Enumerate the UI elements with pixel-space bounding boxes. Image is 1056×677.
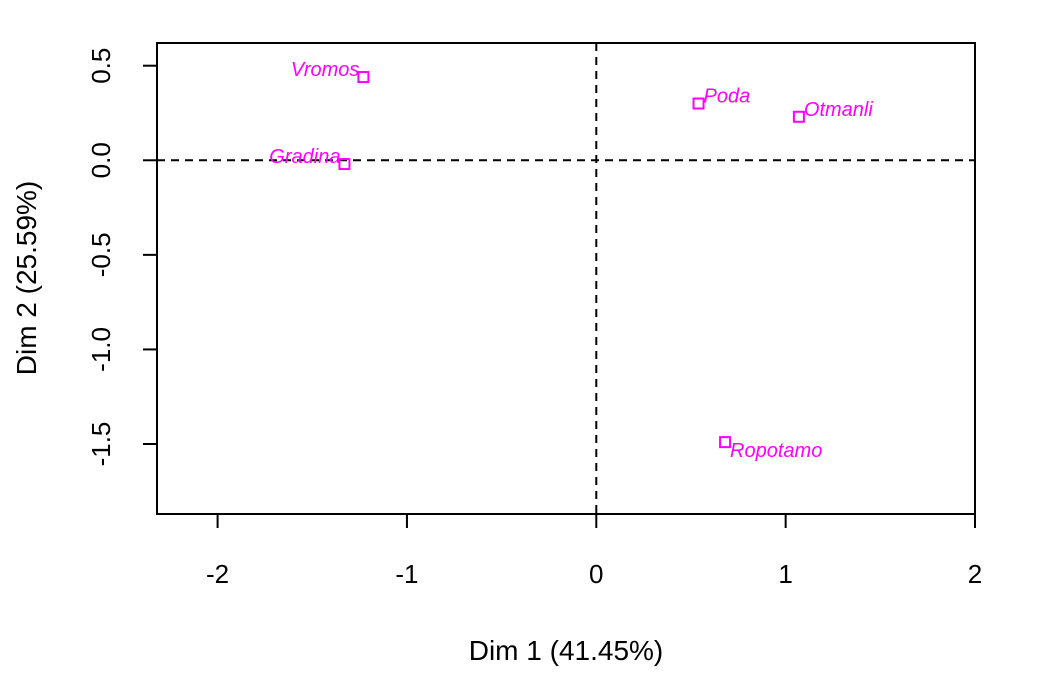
- y-tick-label: -1.0: [86, 327, 116, 372]
- y-axis: 0.5 0.0 -0.5 -1.0 -1.5: [86, 48, 158, 467]
- data-point: Poda: [692, 86, 751, 110]
- point-marker: [338, 158, 351, 171]
- point-label: Poda: [704, 86, 751, 108]
- y-tick-label: -0.5: [86, 232, 116, 277]
- point-label: Gradina: [269, 146, 340, 168]
- x-tick-label: 1: [778, 559, 792, 589]
- x-tick-label: 2: [968, 559, 982, 589]
- y-tick-label: 0.5: [86, 48, 116, 84]
- point-marker: [692, 97, 705, 110]
- point-marker: [792, 110, 805, 123]
- x-tick-label: -2: [206, 559, 229, 589]
- point-label: Vromos: [291, 59, 360, 81]
- data-point: Vromos: [291, 59, 370, 84]
- point-label: Ropotamo: [730, 440, 822, 462]
- data-point: Otmanli: [792, 99, 873, 123]
- data-point: Gradina: [269, 146, 351, 171]
- y-axis-title: Dim 2 (25.59%): [11, 181, 42, 376]
- data-points: Vromos Gradina Poda Otmanli Ropotamo: [269, 59, 873, 462]
- reference-lines: [157, 43, 975, 514]
- point-label: Otmanli: [804, 99, 873, 121]
- y-tick-label: -1.5: [86, 422, 116, 467]
- x-axis: -2 -1 0 1 2: [206, 513, 982, 589]
- x-tick-label: -1: [395, 559, 418, 589]
- x-axis-title: Dim 1 (41.45%): [469, 635, 664, 666]
- point-marker: [357, 71, 370, 84]
- point-marker: [719, 436, 732, 449]
- x-tick-label: 0: [589, 559, 603, 589]
- y-tick-label: 0.0: [86, 142, 116, 178]
- data-point: Ropotamo: [719, 436, 822, 462]
